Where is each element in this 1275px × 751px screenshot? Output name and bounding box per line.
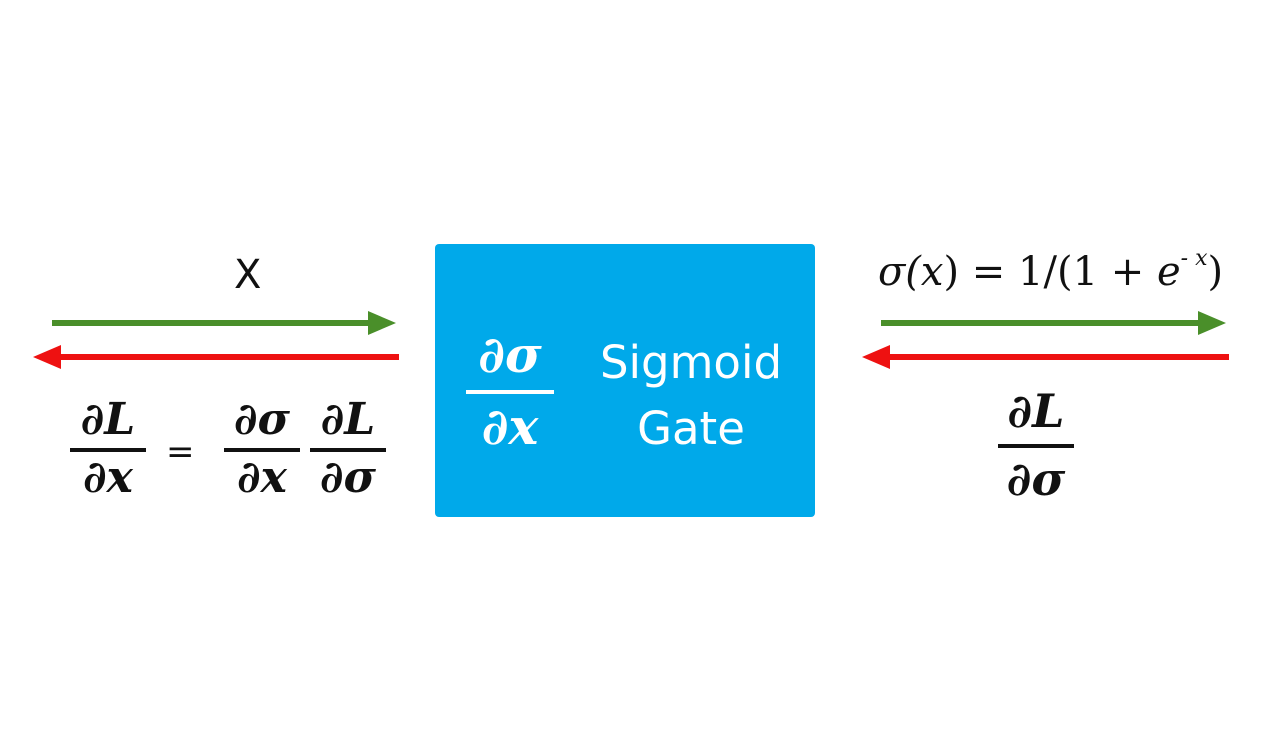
forward-arrow-input xyxy=(52,311,396,335)
formula-base: e xyxy=(1156,249,1181,295)
chain-rhs-local-fraction: ∂σ ∂x xyxy=(224,398,300,500)
fraction-bar xyxy=(466,390,554,394)
chain-rhs-upstream-numerator: ∂L xyxy=(320,394,376,445)
gate-local-gradient: ∂σ ∂x xyxy=(466,330,554,452)
fraction-bar xyxy=(70,448,146,452)
formula-var: x xyxy=(920,249,944,295)
chain-lhs-denominator: ∂x xyxy=(83,452,133,503)
formula-close: ) xyxy=(1207,249,1224,295)
backward-arrow-output xyxy=(862,345,1229,369)
fraction-bar xyxy=(998,444,1074,448)
fraction-bar xyxy=(310,448,386,452)
upstream-gradient-denominator: ∂σ xyxy=(1006,452,1066,506)
gate-local-gradient-denominator: ∂x xyxy=(481,397,539,456)
chain-rhs-upstream-fraction: ∂L ∂σ xyxy=(310,398,386,500)
gate-local-gradient-numerator: ∂σ xyxy=(478,325,542,384)
forward-arrow-output xyxy=(881,311,1226,335)
chain-lhs-numerator: ∂L xyxy=(80,394,136,445)
chain-rhs-local-numerator: ∂σ xyxy=(234,394,290,445)
upstream-gradient-numerator: ∂L xyxy=(1007,384,1065,438)
chain-rhs-local-denominator: ∂x xyxy=(237,452,287,503)
upstream-gradient-fraction: ∂L ∂σ xyxy=(998,388,1074,502)
formula-rest: ) = 1/(1 + xyxy=(943,249,1157,295)
input-label-x: X xyxy=(234,252,262,298)
chain-lhs-fraction: ∂L ∂x xyxy=(70,398,146,500)
sigmoid-formula: σ(x) = 1/(1 + e- x) xyxy=(878,246,1223,295)
equals-sign: = xyxy=(166,432,195,472)
gate-label: Sigmoid Gate xyxy=(596,330,786,462)
backward-arrow-input xyxy=(33,345,399,369)
gate-label-line2: Gate xyxy=(637,402,745,455)
chain-rhs-upstream-denominator: ∂σ xyxy=(320,452,376,503)
fraction-bar xyxy=(224,448,300,452)
formula-func: σ( xyxy=(878,249,921,295)
sigmoid-gate-box xyxy=(435,244,815,517)
formula-exponent: - x xyxy=(1180,246,1208,271)
gate-label-line1: Sigmoid xyxy=(599,336,783,389)
